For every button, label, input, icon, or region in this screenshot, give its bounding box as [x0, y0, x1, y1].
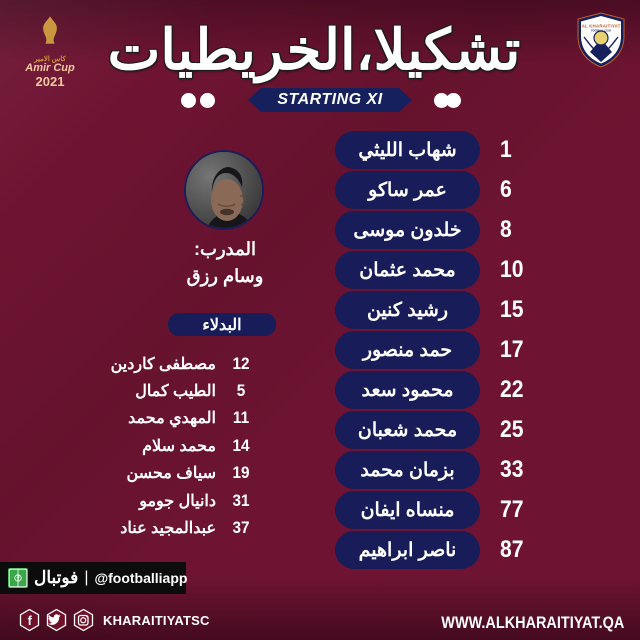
svg-text:f: f: [17, 574, 20, 584]
svg-text:AL KHARAITIYAT: AL KHARAITIYAT: [581, 24, 620, 29]
